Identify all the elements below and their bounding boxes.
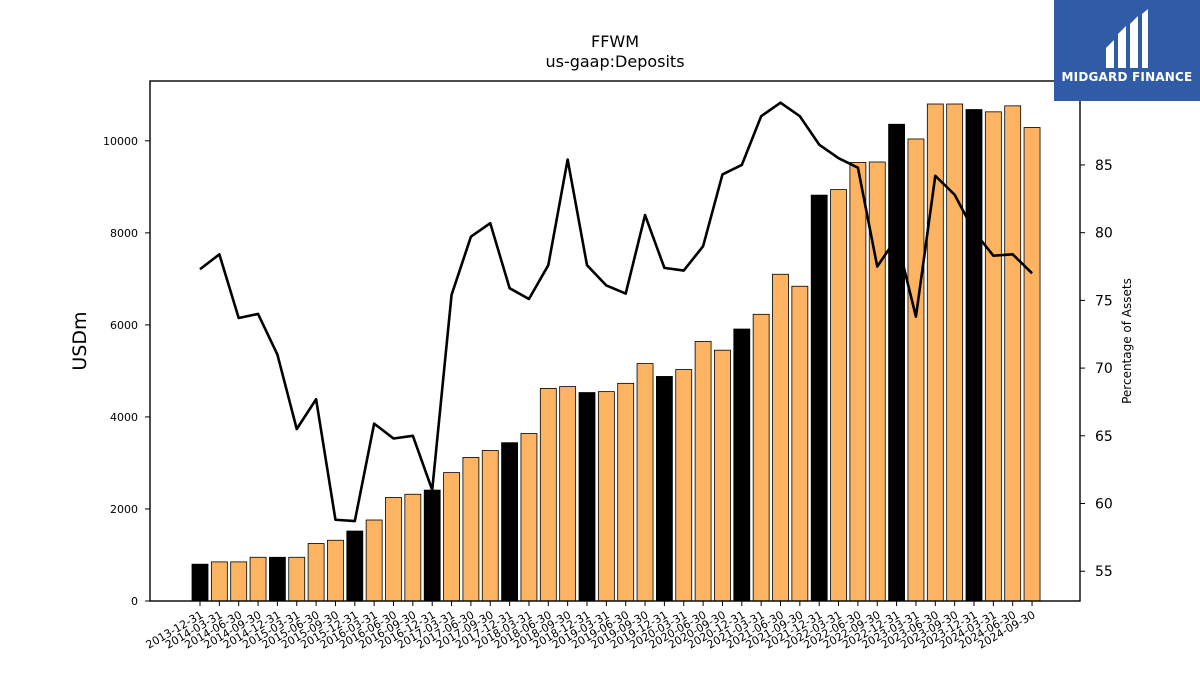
chart-title: FFWM [590,32,640,51]
bar-2021-12-31 [810,194,828,602]
bar-2022-03-31 [830,189,847,602]
left-y-tick-label: 4000 [110,411,138,424]
left-y-tick-label: 10000 [103,135,138,148]
bar-2024-06-30 [1004,105,1022,602]
logo-text: MIDGARD FINANCE [1061,70,1193,84]
bar-2020-12-31 [733,328,751,602]
left-y-tick-label: 6000 [110,319,138,332]
bar-2021-09-30 [791,285,809,602]
bar-2016-06-30 [385,497,402,602]
bar-2017-03-31 [443,472,460,602]
right-y-tick-label: 60 [1095,497,1113,513]
midgard-finance-logo: MIDGARD FINANCE [1054,0,1200,101]
bars-layer [191,103,1041,602]
bar-2023-03-31 [907,138,925,602]
bar-2015-03-31 [288,556,306,602]
bar-2015-06-30 [307,543,325,602]
bar-2017-06-30 [462,457,480,602]
bar-2020-06-30 [694,341,712,602]
bar-2019-09-30 [636,363,654,602]
chart-subtitle: us-gaap:Deposits [545,52,685,71]
bar-2016-09-30 [404,493,422,602]
bar-2021-06-30 [772,273,789,602]
logo-mark-icon [1106,9,1148,68]
bar-2017-12-31 [501,442,519,602]
bar-2020-03-31 [675,369,693,602]
bar-2022-12-31 [888,123,905,602]
bar-2019-03-31 [597,391,615,602]
bar-2024-03-31 [984,111,1002,602]
plot-frame [149,80,1081,602]
bar-2018-09-30 [559,386,577,602]
bar-2014-03-31 [210,561,228,602]
right-y-tick-label: 75 [1095,293,1113,309]
bar-2015-09-30 [327,539,344,602]
bar-2022-06-30 [849,162,867,602]
bar-2018-06-30 [539,387,557,602]
bar-2023-12-31 [965,109,983,602]
pct-assets-line [199,101,1033,523]
left-y-tick-label: 2000 [110,503,138,516]
left-y-tick-label: 0 [131,595,138,608]
right-y-tick-label: 55 [1095,564,1113,580]
bar-2017-09-30 [481,450,499,602]
bar-2024-09-30 [1023,127,1041,602]
bar-2013-12-31 [191,563,209,602]
bar-2021-03-31 [752,313,770,602]
bar-2016-03-31 [365,519,383,602]
bar-2014-06-30 [230,561,248,602]
bar-2014-12-31 [268,556,286,602]
bar-2015-12-31 [346,530,364,602]
bar-2020-09-30 [714,349,731,602]
axes-layer: 0200040006000800010000556065707580852013… [69,80,1134,652]
left-axis-label: USDm [69,311,91,370]
right-y-tick-label: 65 [1095,429,1113,445]
bar-2023-09-30 [946,103,964,602]
bar-2022-09-30 [868,161,886,602]
right-axis-label: Percentage of Assets [1120,278,1134,404]
bar-2014-09-30 [249,556,267,602]
right-y-tick-label: 85 [1095,158,1113,174]
right-y-tick-label: 80 [1095,226,1113,242]
line-layer [199,101,1033,523]
bar-2018-12-31 [578,392,596,602]
bar-2018-03-31 [520,433,538,602]
left-y-tick-label: 8000 [110,227,138,240]
bar-2016-12-31 [423,489,441,602]
right-y-tick-label: 70 [1095,361,1113,377]
bar-2019-12-31 [656,376,673,602]
bar-2019-06-30 [617,382,635,602]
